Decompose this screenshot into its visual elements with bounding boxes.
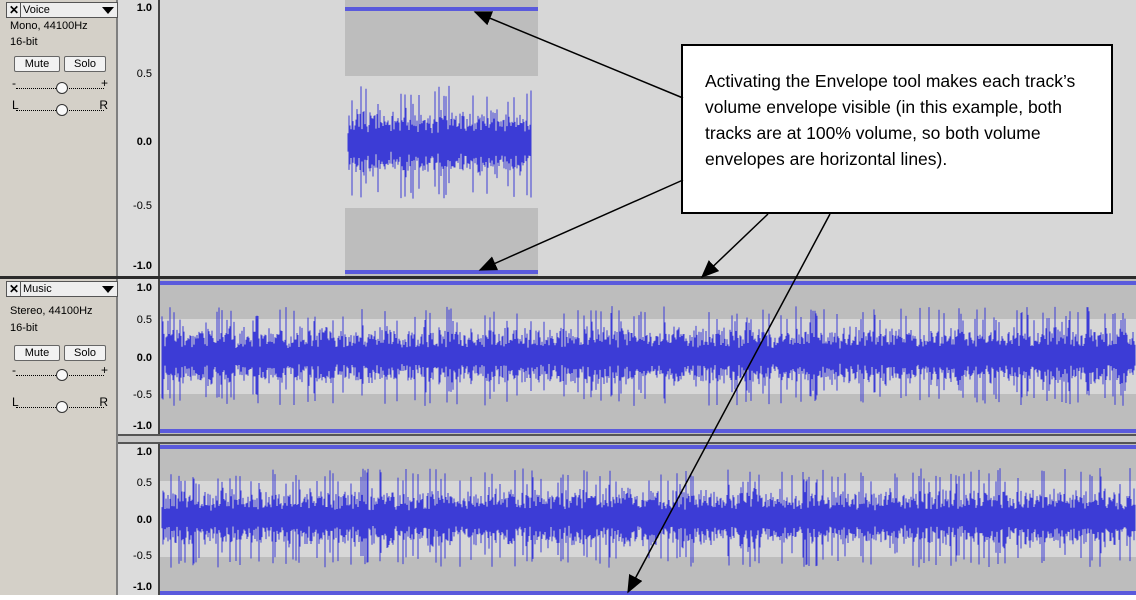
channel-separator [118, 434, 1136, 444]
music-right-waveform [160, 444, 1136, 595]
scale-tick: 0.5 [136, 477, 152, 489]
scale-tick: -1.0 [133, 581, 152, 593]
pan-slider-knob[interactable] [56, 401, 68, 413]
close-icon[interactable]: ✕ [9, 282, 20, 296]
pan-slider[interactable]: L R [12, 98, 108, 116]
music-right-waveform-area[interactable] [160, 444, 1136, 595]
annotation-callout: Activating the Envelope tool makes each … [681, 44, 1113, 214]
music-left-waveform-area[interactable] [160, 279, 1136, 434]
gain-plus-label: + [100, 363, 108, 377]
track-bitdepth: 16-bit [10, 36, 38, 48]
music-track-panel: ✕ Music Stereo, 44100Hz 16-bit Mute Solo… [0, 279, 118, 595]
dropdown-arrow-icon[interactable] [102, 286, 114, 293]
track-bitdepth: 16-bit [10, 322, 38, 334]
scale-tick: 0.5 [136, 68, 152, 80]
voice-track-panel: ✕ Voice Mono, 44100Hz 16-bit Mute Solo -… [0, 0, 118, 276]
music-track: ✕ Music Stereo, 44100Hz 16-bit Mute Solo… [0, 279, 1136, 595]
pan-left-label: L [12, 98, 19, 112]
voice-track-header[interactable]: ✕ Voice [6, 2, 118, 18]
mute-button[interactable]: Mute [14, 345, 60, 361]
voice-amplitude-ruler: 1.0 0.5 0.0 -0.5 -1.0 [118, 0, 160, 276]
scale-tick: 1.0 [136, 446, 152, 458]
scale-tick: 1.0 [136, 282, 152, 294]
dropdown-arrow-icon[interactable] [102, 7, 114, 14]
close-icon[interactable]: ✕ [9, 3, 20, 17]
scale-tick: 0.0 [136, 352, 152, 364]
pan-slider-knob[interactable] [56, 104, 68, 116]
pan-left-label: L [12, 395, 19, 409]
music-left-waveform [160, 279, 1136, 434]
gain-slider[interactable]: - + [12, 363, 108, 381]
gain-slider-knob[interactable] [56, 369, 68, 381]
pan-right-label: R [99, 98, 108, 112]
gain-slider-knob[interactable] [56, 82, 68, 94]
music-left-amplitude-ruler: 1.0 0.5 0.0 -0.5 -1.0 [118, 279, 160, 434]
solo-button[interactable]: Solo [64, 345, 106, 361]
scale-tick: -0.5 [133, 550, 152, 562]
track-format: Stereo, 44100Hz [10, 305, 93, 317]
gain-plus-label: + [100, 76, 108, 90]
mute-button[interactable]: Mute [14, 56, 60, 72]
pan-right-label: R [99, 395, 108, 409]
track-separator [0, 276, 1136, 279]
gain-slider[interactable]: - + [12, 76, 108, 94]
scale-tick: -0.5 [133, 200, 152, 212]
solo-button[interactable]: Solo [64, 56, 106, 72]
scale-tick: 0.0 [136, 514, 152, 526]
scale-tick: 0.5 [136, 314, 152, 326]
music-right-amplitude-ruler: 1.0 0.5 0.0 -0.5 -1.0 [118, 444, 160, 595]
gain-minus-label: - [12, 76, 16, 90]
track-name: Voice [20, 3, 50, 17]
track-name: Music [20, 282, 52, 296]
scale-tick: 0.0 [136, 136, 152, 148]
pan-slider[interactable]: L R [12, 395, 108, 413]
scale-tick: 1.0 [136, 2, 152, 14]
music-track-header[interactable]: ✕ Music [6, 281, 118, 297]
scale-tick: -1.0 [133, 260, 152, 272]
gain-minus-label: - [12, 363, 16, 377]
scale-tick: -1.0 [133, 420, 152, 432]
scale-tick: -0.5 [133, 389, 152, 401]
waveform-path [347, 85, 532, 199]
track-format: Mono, 44100Hz [10, 20, 88, 32]
